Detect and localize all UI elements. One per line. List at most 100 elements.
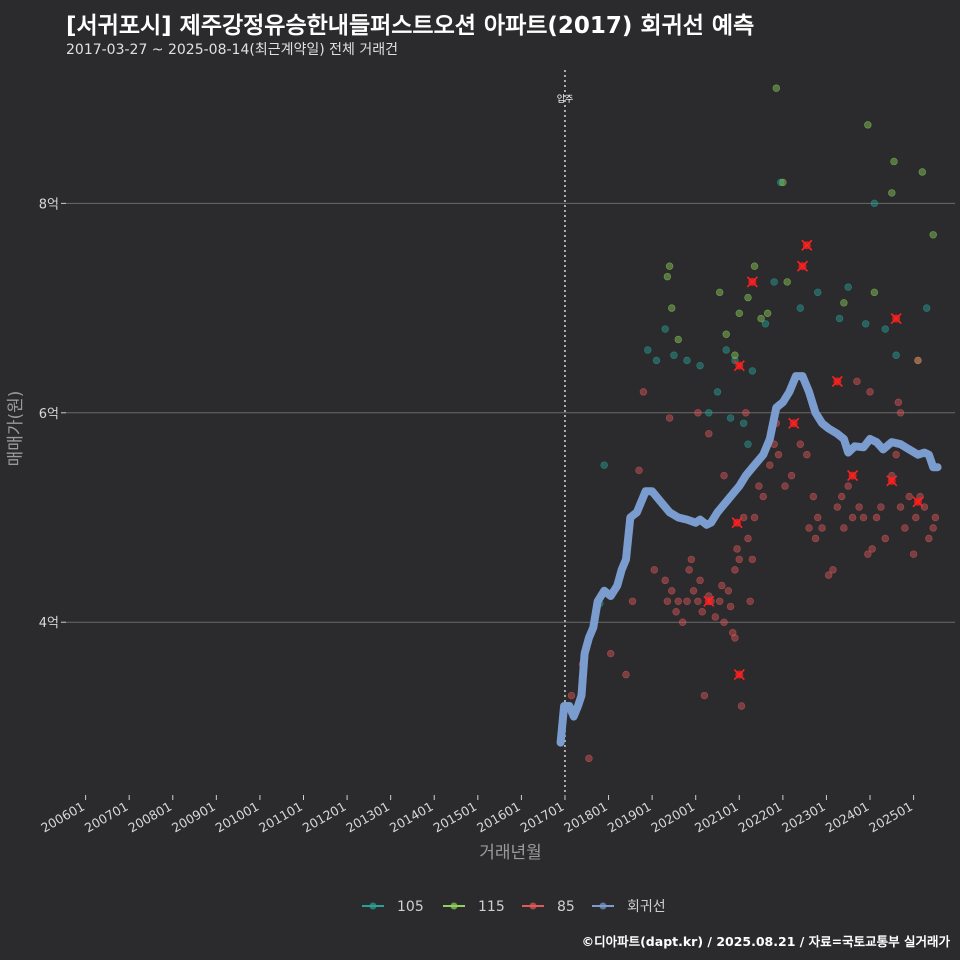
point-105 — [652, 356, 661, 365]
legend-label: 105 — [397, 899, 424, 915]
point-115 — [750, 262, 759, 270]
y-axis-title: 매매가(원) — [6, 391, 26, 467]
chart-subtitle: 2017-03-27 ~ 2025-08-14(최근계약일) 전체 거래건 — [66, 42, 398, 58]
legend-swatch-dot — [450, 902, 458, 910]
highlight-cross — [731, 517, 743, 529]
highlight-marker — [731, 517, 743, 529]
y-tick-label: 6억 — [39, 407, 59, 422]
point-105 — [705, 409, 713, 417]
x-tick-label: 201701 — [518, 799, 567, 836]
x-tick-label: 202301 — [779, 799, 828, 836]
point-115 — [722, 330, 730, 338]
point-85 — [711, 613, 720, 621]
point-105 — [844, 283, 852, 291]
point-85 — [840, 524, 848, 532]
point-115 — [783, 278, 791, 286]
point-105 — [870, 199, 879, 208]
point-85 — [896, 409, 905, 417]
point-85 — [742, 409, 750, 417]
point-115 — [840, 299, 848, 307]
point-85 — [809, 492, 818, 501]
point-85 — [731, 566, 739, 574]
point-105 — [744, 440, 752, 448]
highlight-cross — [886, 475, 898, 487]
source-credit: ©디아파트(dapt.kr) / 2025.08.21 / 자료=국토교통부 실… — [581, 934, 950, 949]
x-tick-label: 201601 — [474, 799, 523, 836]
point-85 — [715, 597, 724, 605]
highlight-marker — [912, 496, 924, 508]
point-85 — [678, 618, 687, 626]
point-85 — [931, 513, 940, 522]
point-115 — [668, 304, 676, 312]
point-85 — [818, 524, 826, 532]
point-85 — [929, 524, 937, 532]
point-85 — [803, 450, 811, 459]
y-gridlines — [66, 202, 955, 623]
point-85 — [796, 440, 804, 448]
point-85 — [925, 534, 933, 543]
point-105 — [776, 178, 785, 187]
point-85 — [720, 618, 728, 626]
point-115 — [674, 335, 682, 344]
point-85 — [639, 388, 648, 396]
chart-title: [서귀포시] 제주강정유승한내들퍼스트오션 아파트(2017) 회귀선 예측 — [66, 13, 755, 39]
point-85 — [781, 482, 789, 490]
move-in-annotation: 입주 — [557, 70, 574, 795]
point-85 — [805, 524, 813, 532]
highlight-marker — [796, 260, 809, 272]
point-85 — [901, 524, 909, 532]
point-115 — [779, 178, 787, 187]
highlight-cross — [733, 669, 745, 681]
point-85 — [687, 555, 696, 564]
point-85 — [720, 471, 728, 480]
point-105 — [761, 320, 770, 328]
point-115 — [890, 157, 898, 166]
point-85 — [872, 513, 881, 522]
point-105 — [814, 288, 822, 297]
point-85 — [663, 597, 672, 605]
point-105 — [748, 367, 757, 375]
point-115 — [918, 168, 927, 176]
point-85 — [733, 545, 741, 553]
highlight-marker — [788, 417, 800, 429]
point-115 — [757, 314, 765, 323]
point-85 — [837, 492, 846, 501]
legend-label: 회귀선 — [627, 899, 666, 915]
point-85 — [892, 450, 900, 459]
point-85 — [635, 466, 643, 475]
highlight-marker — [886, 475, 898, 487]
highlight-cross — [788, 417, 800, 429]
point-105 — [600, 461, 608, 469]
x-tick-label: 201301 — [343, 799, 392, 836]
point-85 — [665, 414, 674, 422]
point-115 — [888, 189, 896, 197]
point-85 — [696, 576, 704, 585]
x-tick-label: 201901 — [605, 799, 654, 836]
point-85 — [585, 754, 593, 763]
point-85 — [909, 550, 918, 558]
point-105 — [739, 419, 748, 427]
point-85 — [905, 492, 913, 501]
point-85 — [746, 597, 754, 605]
highlight-cross — [890, 312, 902, 325]
point-85 — [689, 587, 698, 595]
highlight-marker — [831, 375, 843, 387]
point-115 — [715, 288, 724, 297]
point-85 — [735, 555, 743, 564]
highlight-cross — [847, 470, 859, 482]
move-in-label: 입주 — [557, 93, 574, 105]
point-105 — [861, 320, 870, 328]
regression-path — [556, 372, 942, 747]
point-85 — [739, 513, 748, 522]
point-115 — [744, 293, 752, 302]
highlight-cross — [801, 239, 813, 251]
highlight-cross — [796, 260, 809, 272]
point-85 — [877, 503, 885, 511]
point-105 — [922, 304, 931, 312]
point-85 — [894, 398, 903, 407]
point-85 — [726, 602, 735, 611]
point-85 — [683, 597, 691, 605]
legend-swatch-dot — [529, 902, 537, 910]
point-85 — [759, 492, 767, 501]
point-105 — [696, 361, 704, 370]
